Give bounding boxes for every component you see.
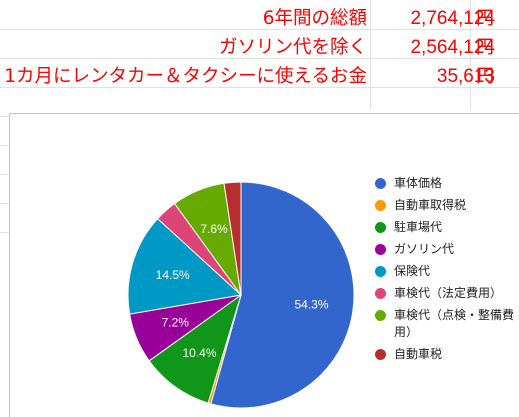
excluding-gas-label-cell[interactable]: ガソリン代を除く [218,37,367,58]
legend-marker-icon [375,288,386,299]
legend-item-0[interactable]: 車体価格 [374,175,514,192]
total-label-cell[interactable]: 6年間の総額 [262,8,367,29]
legend-marker-icon [375,244,386,255]
pie-slice-7[interactable] [223,181,242,296]
legend-label: ガソリン代 [394,242,455,256]
summary-row-total[interactable]: 6年間の総額 2,764,124 円 [0,4,519,33]
pie-slice-label-2: 10.4% [182,346,216,360]
grid-col-line [470,0,471,110]
excluding-gas-value-cell[interactable]: 2,564,124 [410,37,495,58]
legend-label: 自動車取得税 [394,198,467,212]
legend-marker-icon [375,349,386,360]
legend-label: 車検代（点検・整備費用） [394,308,515,339]
legend-label: 保険代 [394,264,431,278]
legend-marker-icon [375,222,386,233]
pie-slice-4[interactable] [127,217,243,315]
chart-legend: 車体価格自動車取得税 駐車場代ガソリン代保険代車検代（法定費用） 車検代（点検・整備… [374,175,514,368]
monthly-unit-cell[interactable]: 円 [476,66,494,87]
legend-item-6[interactable]: 車検代（点検・整備費用） [374,307,514,341]
pie-slice-2[interactable] [148,293,242,404]
legend-marker-icon [375,310,386,321]
excluding-gas-unit-cell[interactable]: 円 [476,37,494,58]
legend-item-5[interactable]: 車検代（法定費用） [374,285,514,302]
legend-label: 車体価格 [394,176,443,190]
legend-item-2[interactable]: 駐車場代 [374,219,514,236]
grid-col-line [370,0,371,110]
pie-slice-label-0: 54.3% [294,298,328,312]
grid-row-line [0,87,519,88]
monthly-label-cell[interactable]: 1カ月にレンタカー＆タクシーに使えるお金 [4,66,367,87]
monthly-value-cell[interactable]: 35,613 [436,66,495,87]
legend-label: 車検代（法定費用） [394,286,503,300]
pie-slice-label-6: 7.6% [200,222,228,236]
total-unit-cell[interactable]: 円 [476,8,494,29]
legend-item-1[interactable]: 自動車取得税 [374,197,514,214]
legend-marker-icon [375,200,386,211]
grid-row-line [0,29,519,30]
legend-label: 駐車場代 [394,220,443,234]
pie-slice-label-3: 7.2% [162,315,190,329]
summary-row-excluding-gas[interactable]: ガソリン代を除く 2,564,124 円 [0,33,519,62]
legend-marker-icon [375,178,386,189]
legend-label: 自動車税 [394,347,443,361]
grid-row-line [0,58,519,59]
total-value-cell[interactable]: 2,764,124 [410,8,495,29]
legend-marker-icon [375,266,386,277]
legend-item-3[interactable]: ガソリン代 [374,241,514,258]
legend-item-7[interactable]: 自動車税 [374,346,514,363]
summary-row-monthly[interactable]: 1カ月にレンタカー＆タクシーに使えるお金 35,613 円 [0,62,519,91]
pie-slice-label-4: 14.5% [156,268,190,282]
legend-item-4[interactable]: 保険代 [374,263,514,280]
pie-slice-0[interactable] [210,181,355,409]
